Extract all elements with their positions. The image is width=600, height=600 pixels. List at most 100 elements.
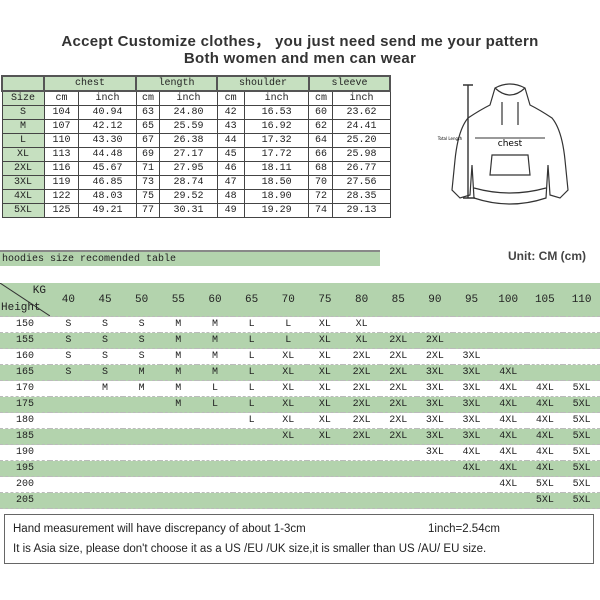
size-cell <box>306 476 344 493</box>
note-box: Hand measurement will have discrepancy o… <box>4 514 594 564</box>
diagonal-divider <box>0 283 50 316</box>
value-cell: 25.20 <box>332 133 391 148</box>
size-cell <box>159 476 197 493</box>
size-cell: XL <box>269 380 307 397</box>
size-cell: XL <box>306 332 344 349</box>
corner-cell: KG Height <box>0 283 50 317</box>
size-cell <box>453 476 490 493</box>
table-row: 195 4XL 4XL 4XL 5XL <box>0 460 600 477</box>
size-cell: 4XL <box>453 460 490 477</box>
size-cell: 2XL <box>379 412 417 429</box>
size-cell <box>489 492 527 509</box>
size-cell: M <box>196 348 234 365</box>
height-cell: 180 <box>0 412 50 429</box>
weight-header: 90 <box>416 283 454 317</box>
size-cell: 2XL <box>343 380 380 397</box>
size-cell: 4XL <box>526 460 564 477</box>
size-cell: 3XL <box>416 380 454 397</box>
size-cell: 5XL <box>563 460 600 477</box>
height-cell: 160 <box>0 348 50 365</box>
size-cell: 2XL <box>343 364 380 381</box>
weight-header: 50 <box>123 283 160 317</box>
value-cell: 42 <box>216 105 245 120</box>
size-cell: 3XL <box>453 364 490 381</box>
size-cell: L <box>269 316 307 333</box>
weight-header: 45 <box>86 283 124 317</box>
table-row: L 110 43.30 67 26.38 44 17.32 64 25.20 <box>1 133 391 148</box>
weight-header: 105 <box>526 283 564 317</box>
size-cell: 3XL <box>416 428 454 445</box>
height-cell: 150 <box>0 316 50 333</box>
value-cell: 64 <box>308 133 334 148</box>
size-cell: 4XL <box>489 460 527 477</box>
size-cell <box>159 444 197 461</box>
value-cell: 116 <box>43 161 80 176</box>
size-cell: M <box>159 332 197 349</box>
size-cell: S <box>50 364 87 381</box>
size-cell: 2XL <box>343 428 380 445</box>
size-cell <box>306 460 344 477</box>
size-cell: 4XL <box>1 189 45 204</box>
size-cell: L <box>233 396 270 413</box>
value-cell: 25.98 <box>332 147 391 162</box>
value-cell: 26.38 <box>159 133 218 148</box>
size-cell: 5XL <box>563 380 600 397</box>
size-cell: 3XL <box>1 175 45 190</box>
size-cell <box>453 492 490 509</box>
size-cell <box>306 492 344 509</box>
group-header-row: chest length shoulder sleeve <box>1 75 392 92</box>
size-cell <box>379 444 417 461</box>
size-cell: 3XL <box>453 412 490 429</box>
size-cell <box>416 476 454 493</box>
size-cell: XL <box>306 364 344 381</box>
value-cell: 49.21 <box>78 203 137 218</box>
weight-header: 75 <box>306 283 344 317</box>
height-cell: 190 <box>0 444 50 461</box>
size-cell: S <box>50 316 87 333</box>
size-cell <box>159 492 197 509</box>
unit-header: inch <box>243 90 310 106</box>
weight-header: 65 <box>233 283 270 317</box>
size-cell: 5XL <box>563 412 600 429</box>
size-cell: 4XL <box>489 444 527 461</box>
size-cell <box>453 332 490 349</box>
size-cell: S <box>86 364 124 381</box>
size-cell: S <box>86 316 124 333</box>
size-cell: XL <box>269 348 307 365</box>
value-cell: 71 <box>135 161 161 176</box>
value-cell: 16.92 <box>243 119 310 134</box>
size-cell: S <box>50 332 87 349</box>
size-cell <box>269 492 307 509</box>
size-cell: 2XL <box>379 396 417 413</box>
value-cell: 47 <box>216 175 245 190</box>
size-cell <box>159 460 197 477</box>
unit-header: inch <box>78 90 137 106</box>
value-cell: 45 <box>216 147 245 162</box>
value-cell: 17.32 <box>243 133 310 148</box>
size-cell: L <box>233 412 270 429</box>
size-cell <box>489 348 527 365</box>
chest-label: chest <box>498 139 523 149</box>
size-cell <box>416 316 454 333</box>
size-cell <box>196 444 234 461</box>
size-cell <box>526 332 564 349</box>
table-row: 190 3XL 4XL 4XL 4XL 5XL <box>0 444 600 461</box>
size-header: Size <box>1 90 45 106</box>
table-row: 185 XL XL 2XL 2XL 3XL 3XL 4XL 4XL 5XL <box>0 428 600 445</box>
value-cell: 28.74 <box>159 175 218 190</box>
value-cell: 49 <box>216 203 245 218</box>
value-cell: 75 <box>135 189 161 204</box>
size-cell: 4XL <box>526 412 564 429</box>
value-cell: 77 <box>135 203 161 218</box>
size-cell: 2XL <box>343 396 380 413</box>
size-cell <box>233 460 270 477</box>
table-row: 200 4XL 5XL 5XL <box>0 476 600 493</box>
size-cell: 3XL <box>416 444 454 461</box>
table-row: 165 S S M M M L XL XL 2XL 2XL 3XL 3XL 4XL <box>0 364 600 381</box>
size-cell: 4XL <box>489 380 527 397</box>
size-cell: S <box>123 316 160 333</box>
size-cell: XL <box>306 428 344 445</box>
size-cell <box>123 492 160 509</box>
size-cell <box>196 476 234 493</box>
height-cell: 155 <box>0 332 50 349</box>
